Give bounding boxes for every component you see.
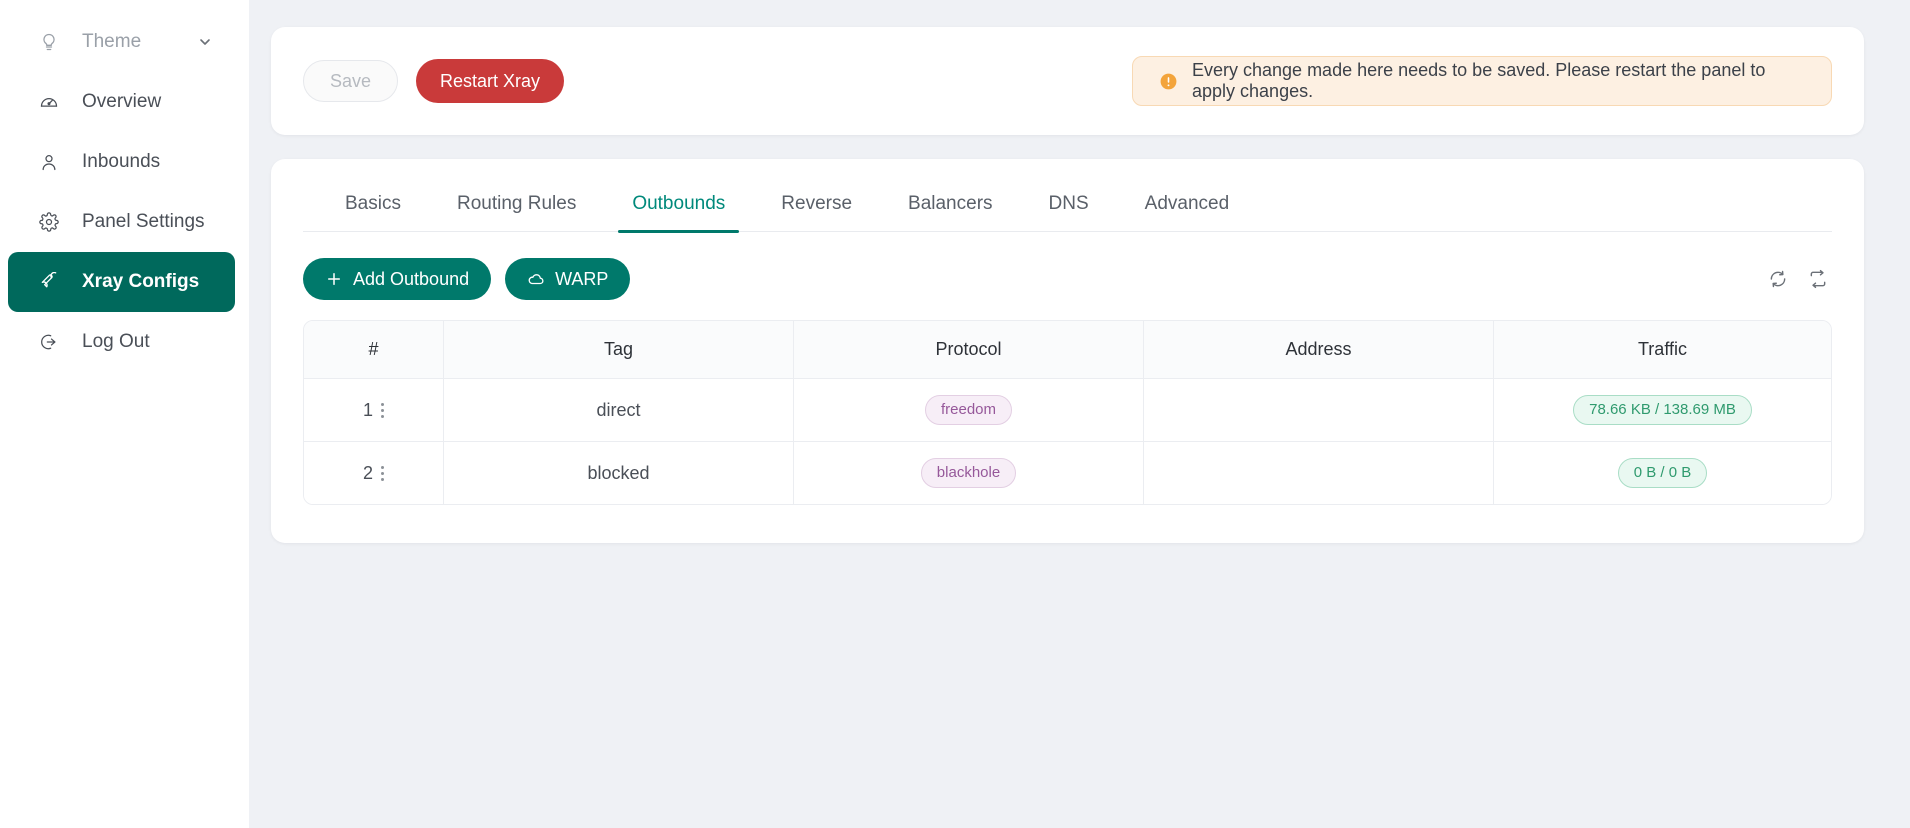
sidebar-item-overview[interactable]: Overview	[8, 72, 235, 132]
restart-xray-button[interactable]: Restart Xray	[416, 59, 565, 103]
chevron-down-icon[interactable]	[197, 34, 213, 50]
cell-tag: blocked	[444, 442, 794, 504]
row-index: 1	[362, 399, 373, 420]
tab-advanced[interactable]: Advanced	[1144, 193, 1230, 214]
protocol-badge: blackhole	[920, 458, 1017, 488]
sidebar: Theme Overview Inbounds	[0, 0, 249, 828]
cell-index: 2	[304, 442, 444, 504]
cell-traffic: 0 B / 0 B	[1494, 442, 1831, 504]
cloud-icon	[527, 270, 545, 288]
save-warning-alert: Every change made here needs to be saved…	[1132, 56, 1832, 106]
tab-balancers[interactable]: Balancers	[908, 193, 993, 214]
table-tools	[1768, 269, 1828, 289]
sidebar-item-label: Inbounds	[82, 151, 161, 172]
sidebar-item-label: Theme	[82, 31, 142, 52]
tab-outbounds[interactable]: Outbounds	[604, 193, 753, 233]
column-header-protocol: Protocol	[794, 321, 1144, 379]
cell-protocol: freedom	[794, 379, 1144, 442]
tab-basics[interactable]: Basics	[345, 193, 401, 214]
gauge-icon	[38, 91, 60, 113]
sidebar-item-label: Xray Configs	[82, 271, 200, 292]
sidebar-item-label: Log Out	[82, 331, 150, 352]
table-row[interactable]: 2 blocked blackhole 0 B / 0 B	[304, 442, 1831, 504]
warp-label: WARP	[555, 268, 609, 289]
sidebar-item-inbounds[interactable]: Inbounds	[8, 132, 235, 192]
sidebar-item-panel-settings[interactable]: Panel Settings	[8, 192, 235, 252]
sidebar-item-label: Panel Settings	[82, 211, 205, 232]
main-content: Save Restart Xray Every change made here…	[249, 0, 1910, 828]
tab-reverse[interactable]: Reverse	[781, 193, 853, 214]
save-button[interactable]: Save	[303, 60, 399, 102]
lightbulb-icon	[38, 31, 60, 53]
row-menu-icon[interactable]	[381, 402, 384, 418]
column-header-index: #	[304, 321, 444, 379]
xray-config-card: Basics Routing Rules Outbounds Reverse B…	[271, 159, 1864, 543]
traffic-badge: 78.66 KB / 138.69 MB	[1573, 395, 1752, 425]
sidebar-item-log-out[interactable]: Log Out	[8, 312, 235, 372]
add-outbound-button[interactable]: Add Outbound	[303, 258, 492, 300]
row-menu-icon[interactable]	[381, 465, 384, 481]
cell-protocol: blackhole	[794, 442, 1144, 504]
tab-dns[interactable]: DNS	[1048, 193, 1089, 214]
wrench-icon	[38, 271, 60, 293]
warp-button[interactable]: WARP	[505, 258, 631, 300]
cell-index: 1	[304, 379, 444, 442]
row-index: 2	[362, 462, 373, 483]
outbounds-actions: Add Outbound WARP	[303, 258, 1832, 300]
protocol-badge: freedom	[924, 395, 1013, 425]
logout-icon	[38, 331, 60, 353]
plus-icon	[325, 270, 343, 288]
sidebar-item-theme[interactable]: Theme	[8, 12, 235, 72]
config-tabs: Basics Routing Rules Outbounds Reverse B…	[303, 193, 1832, 233]
cell-address	[1144, 442, 1494, 504]
repeat-icon[interactable]	[1808, 269, 1828, 289]
cell-address	[1144, 379, 1494, 442]
warning-circle-icon	[1159, 72, 1178, 91]
traffic-badge: 0 B / 0 B	[1617, 458, 1708, 488]
alert-text: Every change made here needs to be saved…	[1192, 60, 1766, 101]
toolbar-card: Save Restart Xray Every change made here…	[271, 27, 1864, 135]
outbounds-table: # Tag Protocol Address Traffic 1	[303, 320, 1832, 505]
sidebar-item-xray-configs[interactable]: Xray Configs	[8, 252, 235, 312]
table-row[interactable]: 1 direct freedom 78.66 KB / 138.69 MB	[304, 379, 1831, 442]
add-outbound-label: Add Outbound	[353, 268, 470, 289]
column-header-traffic: Traffic	[1494, 321, 1831, 379]
cell-tag: direct	[444, 379, 794, 442]
cell-traffic: 78.66 KB / 138.69 MB	[1494, 379, 1831, 442]
column-header-address: Address	[1144, 321, 1494, 379]
gear-icon	[38, 211, 60, 233]
tab-routing-rules[interactable]: Routing Rules	[456, 193, 577, 214]
sidebar-item-label: Overview	[82, 91, 162, 112]
refresh-icon[interactable]	[1768, 269, 1788, 289]
column-header-tag: Tag	[444, 321, 794, 379]
user-icon	[38, 151, 60, 173]
table-header-row: # Tag Protocol Address Traffic	[304, 321, 1831, 379]
